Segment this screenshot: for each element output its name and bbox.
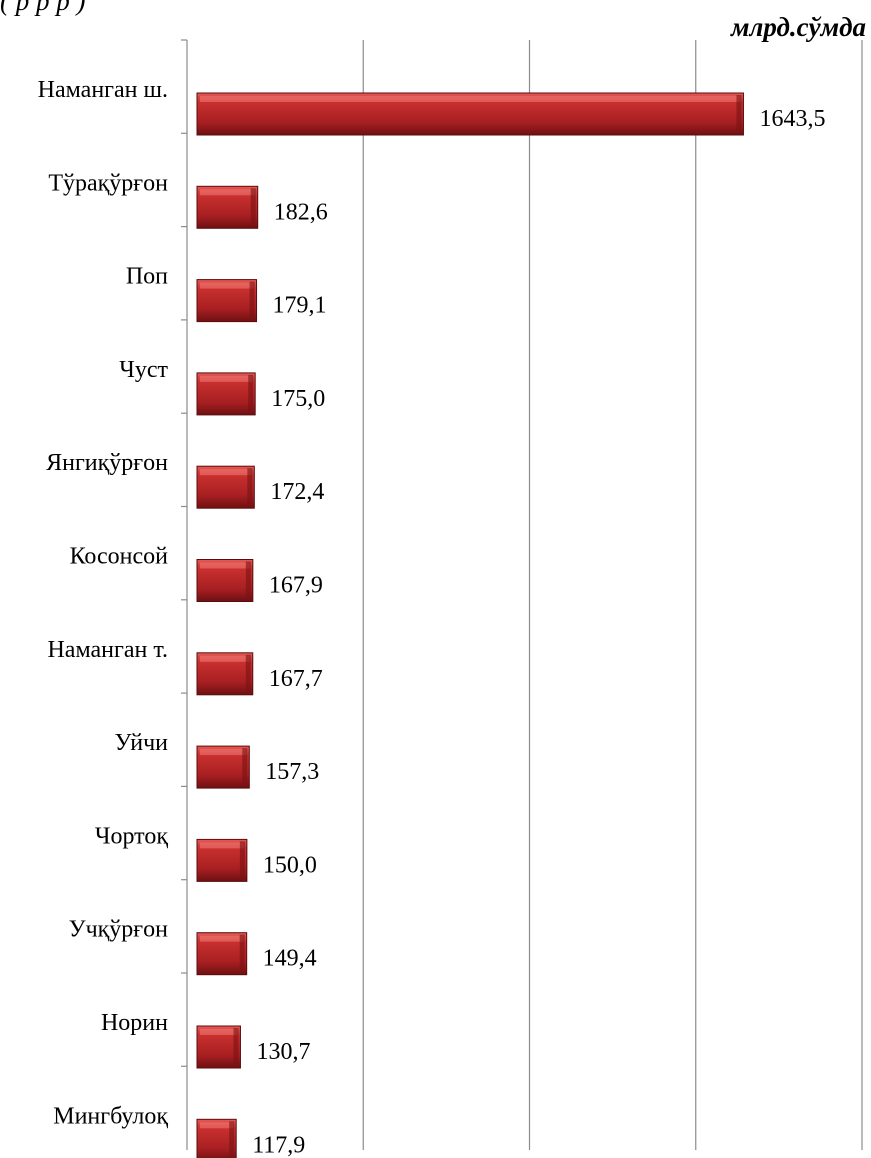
bar-end-shade [249, 281, 255, 320]
bar-3 [196, 279, 258, 323]
category-label: Наманган ш. [38, 77, 168, 103]
bar-end-shade [247, 468, 253, 507]
unit-label: млрд.сўмда [731, 12, 866, 42]
bar-1 [196, 92, 744, 136]
bar-highlight [200, 935, 244, 942]
category-label: Косонсой [70, 544, 169, 570]
bar-end-shade [248, 374, 254, 413]
bar-highlight [200, 1029, 238, 1035]
value-label: 157,3 [265, 759, 319, 785]
bar-highlight [200, 1122, 234, 1129]
value-label: 130,7 [256, 1039, 310, 1065]
category-label: Чуст [119, 357, 168, 383]
category-label: Учқўрғон [69, 917, 169, 943]
category-label: Мингбулоқ [53, 1103, 168, 1129]
bar-2 [196, 185, 259, 229]
category-label: Наманган т. [47, 637, 168, 663]
category-label: Янгиқўрғон [46, 450, 168, 476]
category-label: Поп [126, 264, 168, 290]
bar-highlight [200, 375, 253, 382]
bar-10 [196, 932, 248, 976]
bar-end-shade [239, 934, 245, 973]
bar-7 [196, 652, 254, 696]
category-label: Чортоқ [95, 823, 168, 849]
bar-12 [196, 1118, 237, 1158]
value-label: 179,1 [273, 293, 327, 319]
bar-end-shade [229, 1121, 235, 1158]
bar-end-shade [250, 188, 256, 227]
category-label: Тўрақўрғон [48, 170, 168, 196]
cropped-caption: ( р р р ) [0, 0, 86, 16]
bar-highlight [200, 655, 250, 662]
bar-end-shade [245, 561, 251, 600]
bar-highlight [200, 469, 252, 476]
bar-end-shade [233, 1028, 239, 1066]
value-label: 182,6 [274, 199, 328, 225]
bar-end-shade [242, 748, 248, 787]
bar-end-shade [736, 95, 742, 133]
bar-highlight [200, 96, 741, 102]
bar-highlight [200, 842, 244, 849]
value-label: 172,4 [270, 479, 324, 505]
value-label: 167,9 [269, 573, 323, 599]
bar-highlight [200, 562, 250, 569]
category-label: Норин [101, 1010, 168, 1036]
bar-9 [196, 838, 248, 882]
bar-4 [196, 372, 256, 416]
bar-5 [196, 465, 255, 509]
category-label: Уйчи [114, 730, 168, 756]
bar-highlight [200, 189, 255, 196]
value-label: 117,9 [252, 1132, 305, 1158]
value-label: 175,0 [271, 386, 325, 412]
bar-end-shade [239, 841, 245, 880]
bar-highlight [200, 749, 247, 756]
value-label: 149,4 [263, 946, 317, 972]
bar-8 [196, 745, 250, 789]
bar-6 [196, 559, 254, 602]
value-label: 150,0 [263, 852, 317, 878]
value-label: 1643,5 [759, 106, 825, 132]
bar-highlight [200, 282, 254, 289]
bar-end-shade [245, 654, 251, 693]
value-label: 167,7 [269, 666, 323, 692]
bar-11 [196, 1025, 241, 1069]
